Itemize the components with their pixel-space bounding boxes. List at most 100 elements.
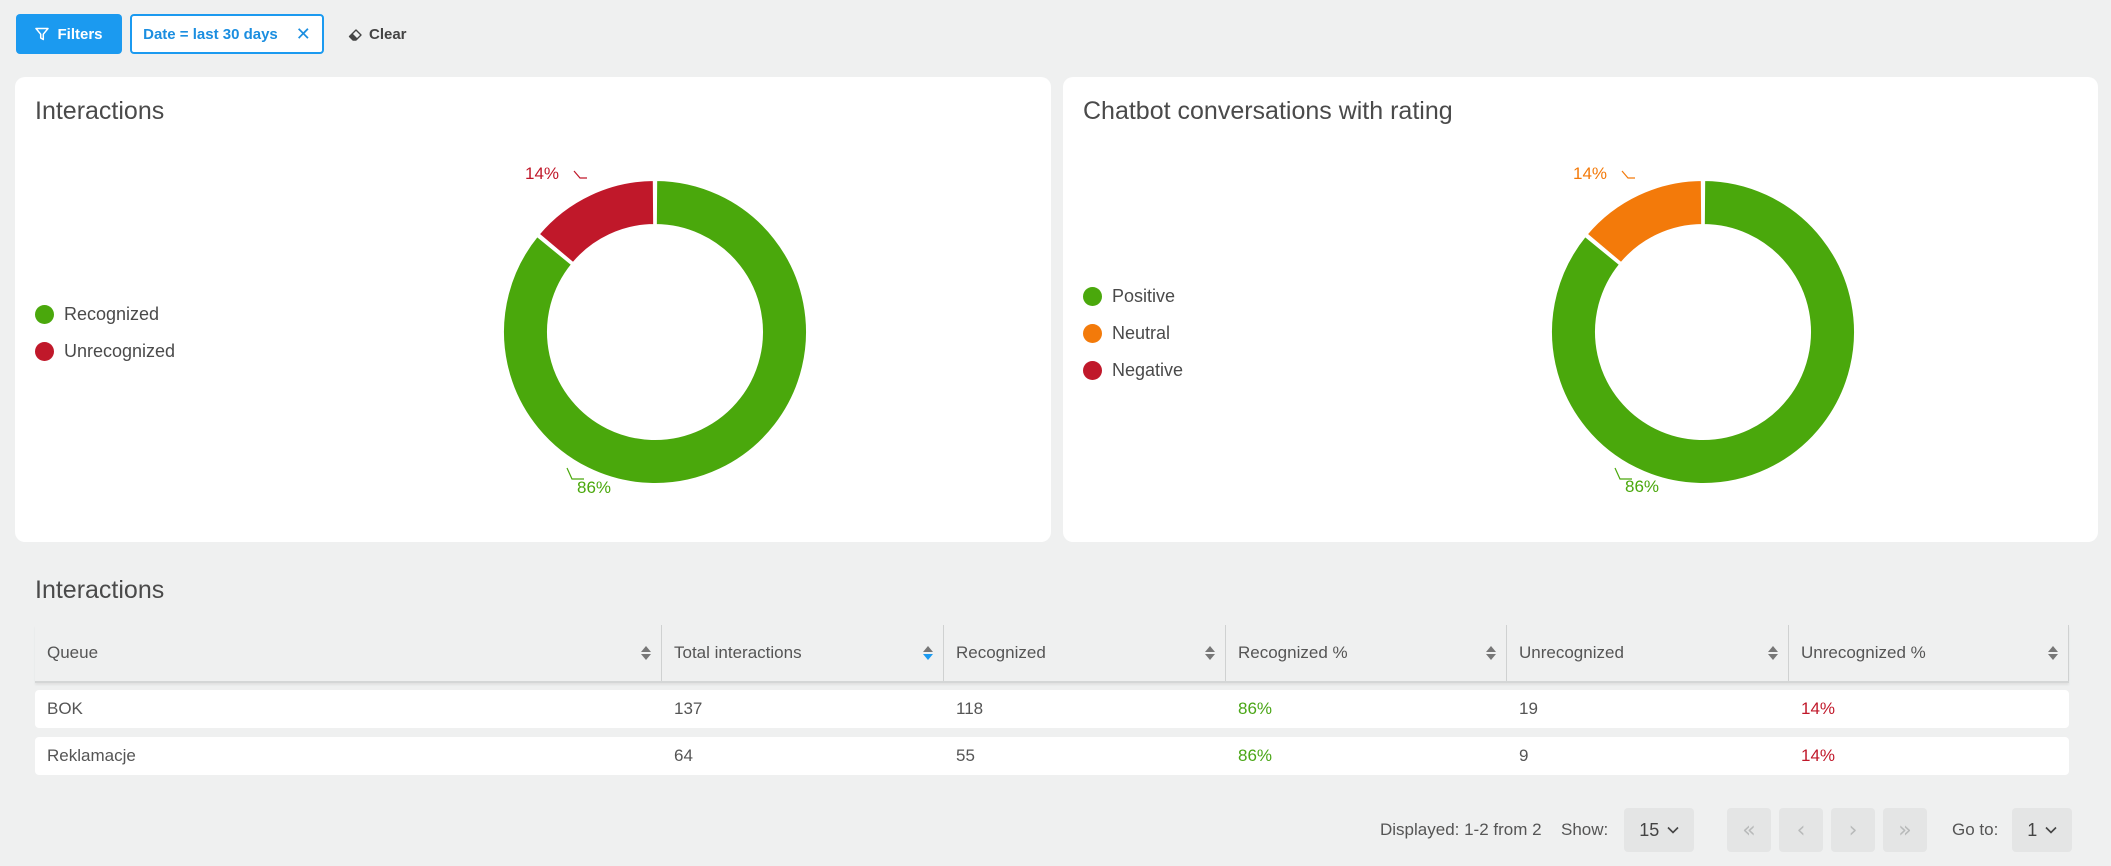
cell-recognized: 55 bbox=[956, 746, 975, 765]
cell-unrecognized-percent: 14% bbox=[1801, 746, 1836, 765]
column-header-recognized-percent[interactable]: Recognized % bbox=[1226, 625, 1507, 681]
donut-slice-neutral[interactable] bbox=[1585, 179, 1704, 265]
column-header-label: Unrecognized bbox=[1519, 643, 1624, 662]
slice-label-recognized: 86% bbox=[577, 478, 611, 497]
chevron-down-icon bbox=[1667, 826, 1679, 834]
column-header-label: Queue bbox=[47, 643, 99, 662]
legend-dot-negative bbox=[1083, 361, 1102, 380]
double-chevron-right-icon: » bbox=[1898, 817, 1912, 843]
column-header-label: Unrecognized % bbox=[1801, 643, 1926, 662]
cell-total-interactions: 137 bbox=[674, 699, 703, 718]
goto-page-select[interactable]: 1 bbox=[2012, 808, 2073, 852]
cell-recognized-percent: 86% bbox=[1238, 699, 1273, 718]
previous-page-button[interactable]: ‹ bbox=[1779, 808, 1823, 852]
next-page-button[interactable]: › bbox=[1831, 808, 1875, 852]
sort-icon[interactable] bbox=[1768, 646, 1778, 660]
leader-line-neutral bbox=[1621, 170, 1635, 179]
cell-total-interactions: 64 bbox=[674, 746, 693, 765]
legend-dot-positive bbox=[1083, 287, 1102, 306]
cell-unrecognized: 9 bbox=[1519, 746, 1529, 765]
legend-dot-unrecognized bbox=[35, 342, 54, 361]
filters-button-label: Filters bbox=[57, 25, 103, 43]
interactions-legend: Recognized Unrecognized bbox=[35, 296, 175, 370]
sort-icon[interactable] bbox=[2048, 646, 2058, 660]
show-label: Show: bbox=[1561, 820, 1609, 839]
ratings-chart-panel: Chatbot conversations with rating Positi… bbox=[1063, 77, 2098, 542]
interactions-chart-title: Interactions bbox=[35, 97, 165, 125]
legend-dot-recognized bbox=[35, 305, 54, 324]
column-header-unrecognized-percent[interactable]: Unrecognized % bbox=[1789, 625, 2069, 681]
page-navigation: « ‹ › » bbox=[1727, 808, 1927, 852]
legend-item-neutral[interactable]: Neutral bbox=[1083, 315, 1183, 352]
legend-item-unrecognized[interactable]: Unrecognized bbox=[35, 333, 175, 370]
legend-item-recognized[interactable]: Recognized bbox=[35, 296, 175, 333]
goto-page-value: 1 bbox=[2027, 819, 2038, 840]
legend-item-negative[interactable]: Negative bbox=[1083, 352, 1183, 389]
column-header-label: Recognized % bbox=[1238, 643, 1348, 662]
goto-label: Go to: bbox=[1952, 820, 1999, 839]
page-size-control: Show: 15 bbox=[1561, 808, 1695, 852]
page-size-value: 15 bbox=[1639, 819, 1660, 840]
table-header: Queue Total interactions Recognized Reco… bbox=[35, 625, 2069, 683]
sort-icon[interactable] bbox=[1205, 646, 1215, 660]
pagination-info: Displayed: 1-2 from 2 bbox=[1380, 808, 1542, 852]
column-header-label: Total interactions bbox=[674, 643, 802, 662]
date-filter-chip-label: Date = last 30 days bbox=[143, 25, 278, 43]
column-header-total-interactions[interactable]: Total interactions bbox=[662, 625, 944, 681]
sort-desc-icon[interactable] bbox=[923, 646, 933, 660]
legend-label-recognized: Recognized bbox=[64, 304, 160, 324]
leader-line-unrecognized bbox=[573, 170, 587, 179]
clear-button[interactable]: Clear bbox=[348, 14, 407, 54]
displayed-count: Displayed: 1-2 from 2 bbox=[1380, 820, 1542, 839]
donut-slice-positive[interactable] bbox=[1550, 179, 1856, 485]
table-title: Interactions bbox=[35, 576, 165, 604]
slice-label-unrecognized: 14% bbox=[525, 164, 559, 183]
eraser-icon bbox=[348, 28, 362, 41]
slice-label-neutral: 14% bbox=[1573, 164, 1607, 183]
filters-button[interactable]: Filters bbox=[16, 14, 122, 54]
cell-unrecognized: 19 bbox=[1519, 699, 1538, 718]
last-page-button[interactable]: » bbox=[1883, 808, 1927, 852]
legend-label-unrecognized: Unrecognized bbox=[64, 341, 176, 361]
cell-unrecognized-percent: 14% bbox=[1801, 699, 1836, 718]
interactions-chart-panel: Interactions Recognized Unrecognized 86%… bbox=[15, 77, 1051, 542]
legend-label-positive: Positive bbox=[1112, 286, 1176, 306]
column-header-label: Recognized bbox=[956, 643, 1046, 662]
legend-item-positive[interactable]: Positive bbox=[1083, 278, 1183, 315]
close-icon[interactable]: ✕ bbox=[295, 23, 311, 44]
ratings-donut-chart: 86% 14% bbox=[1550, 164, 1856, 496]
cell-recognized: 118 bbox=[956, 699, 984, 718]
leader-line-positive bbox=[1614, 467, 1632, 480]
column-header-recognized[interactable]: Recognized bbox=[944, 625, 1226, 681]
ratings-chart-title: Chatbot conversations with rating bbox=[1083, 97, 1453, 125]
first-page-button[interactable]: « bbox=[1727, 808, 1771, 852]
chevron-left-icon: ‹ bbox=[1796, 817, 1806, 843]
cell-queue: BOK bbox=[47, 699, 83, 718]
table-row[interactable]: BOK 137 118 86% 19 14% bbox=[35, 690, 2069, 728]
interactions-donut-chart: 86% 14% bbox=[502, 164, 808, 497]
chevron-right-icon: › bbox=[1848, 817, 1858, 843]
legend-dot-neutral bbox=[1083, 324, 1102, 343]
page-size-select[interactable]: 15 bbox=[1624, 808, 1695, 852]
legend-label-neutral: Neutral bbox=[1112, 323, 1171, 343]
filter-bar: Filters Date = last 30 days ✕ Clear bbox=[16, 14, 407, 54]
chevron-down-icon bbox=[2045, 826, 2057, 834]
leader-line-recognized bbox=[566, 467, 584, 480]
donut-slice-recognized[interactable] bbox=[502, 179, 808, 485]
table-row[interactable]: Reklamacje 64 55 86% 9 14% bbox=[35, 737, 2069, 775]
clear-button-label: Clear bbox=[369, 25, 407, 43]
cell-queue: Reklamacje bbox=[47, 746, 136, 765]
funnel-icon bbox=[35, 27, 50, 41]
legend-label-negative: Negative bbox=[1112, 360, 1184, 380]
slice-label-positive: 86% bbox=[1625, 477, 1659, 496]
goto-page-control: Go to: 1 bbox=[1952, 808, 2073, 852]
double-chevron-left-icon: « bbox=[1742, 817, 1756, 843]
cell-recognized-percent: 86% bbox=[1238, 746, 1273, 765]
column-header-queue[interactable]: Queue bbox=[35, 625, 662, 681]
column-header-unrecognized[interactable]: Unrecognized bbox=[1507, 625, 1789, 681]
ratings-legend: Positive Neutral Negative bbox=[1083, 278, 1183, 389]
donut-slice-unrecognized[interactable] bbox=[537, 179, 656, 265]
sort-icon[interactable] bbox=[1486, 646, 1496, 660]
date-filter-chip[interactable]: Date = last 30 days ✕ bbox=[130, 14, 324, 54]
sort-icon[interactable] bbox=[641, 646, 651, 660]
